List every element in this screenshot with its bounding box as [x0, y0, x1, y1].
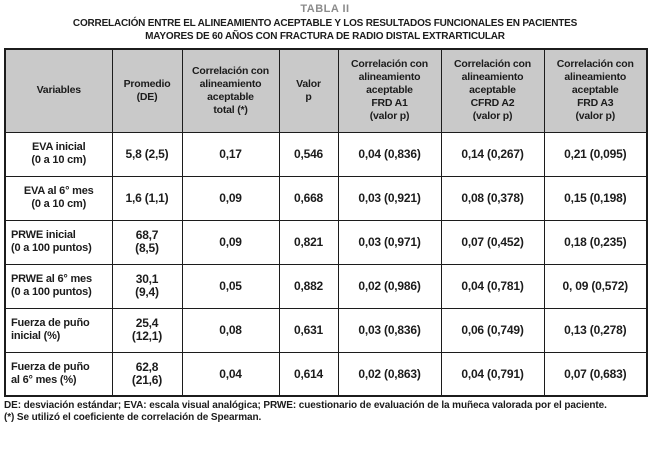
cell-promedio: 1,6 (1,1) — [111, 175, 183, 221]
cell-cfrd-a2: 0,08 (0,378) — [440, 175, 545, 221]
cell-variable: PRWE al 6° mes (0 a 100 puntos) — [4, 263, 113, 309]
table-row: Fuerza de puño al 6° mes (%) 62,8 (21,6)… — [4, 351, 648, 397]
cell-valor-p: 0,546 — [278, 131, 339, 177]
cell-frd-a3: 0, 09 (0,572) — [543, 263, 648, 309]
table-title-line1: CORRELACIÓN ENTRE EL ALINEAMIENTO ACEPTA… — [72, 18, 578, 29]
col-header-frd-a3: Correlación con alineamiento aceptable F… — [543, 48, 648, 133]
table-row: EVA inicial (0 a 10 cm) 5,8 (2,5) 0,17 0… — [4, 131, 648, 177]
cell-variable: EVA inicial (0 a 10 cm) — [4, 131, 113, 177]
cell-correlacion-total: 0,17 — [181, 131, 280, 177]
cell-correlacion-total: 0,09 — [181, 219, 280, 265]
table-title-line2: MAYORES DE 60 AÑOS CON FRACTURA DE RADIO… — [145, 31, 505, 42]
table-row: Fuerza de puño inicial (%) 25,4 (12,1) 0… — [4, 307, 648, 353]
cell-frd-a3: 0,21 (0,095) — [543, 131, 648, 177]
cell-correlacion-total: 0,09 — [181, 175, 280, 221]
cell-correlacion-total: 0,04 — [181, 351, 280, 397]
cell-valor-p: 0,614 — [278, 351, 339, 397]
cell-variable: PRWE inicial (0 a 100 puntos) — [4, 219, 113, 265]
cell-promedio: 25,4 (12,1) — [111, 307, 183, 353]
cell-valor-p: 0,668 — [278, 175, 339, 221]
cell-variable: Fuerza de puño inicial (%) — [4, 307, 113, 353]
col-header-promedio: Promedio (DE) — [111, 48, 183, 133]
footnote-spearman: (*) Se utilizó el coeficiente de correla… — [4, 412, 262, 423]
cell-correlacion-total: 0,05 — [181, 263, 280, 309]
table-row: EVA al 6° mes (0 a 10 cm) 1,6 (1,1) 0,09… — [4, 175, 648, 221]
col-header-correlacion-total: Correlación con alineamiento aceptable t… — [181, 48, 280, 133]
cell-frd-a1: 0,03 (0,836) — [337, 307, 442, 353]
cell-cfrd-a2: 0,07 (0,452) — [440, 219, 545, 265]
table-number-label: TABLA II — [300, 3, 350, 15]
cell-valor-p: 0,821 — [278, 219, 339, 265]
table-row: PRWE inicial (0 a 100 puntos) 68,7 (8,5)… — [4, 219, 648, 265]
cell-variable: EVA al 6° mes (0 a 10 cm) — [4, 175, 113, 221]
cell-frd-a3: 0,13 (0,278) — [543, 307, 648, 353]
cell-cfrd-a2: 0,04 (0,781) — [440, 263, 545, 309]
cell-frd-a3: 0,15 (0,198) — [543, 175, 648, 221]
footnotes: DE: desviación estándar; EVA: escala vis… — [4, 400, 636, 424]
cell-cfrd-a2: 0,14 (0,267) — [440, 131, 545, 177]
table-caption: TABLA II CORRELACIÓN ENTRE EL ALINEAMIEN… — [0, 0, 650, 43]
cell-valor-p: 0,631 — [278, 307, 339, 353]
header-row: Variables Promedio (DE) Correlación con … — [4, 48, 648, 133]
col-header-variables: Variables — [4, 48, 113, 133]
table-title: CORRELACIÓN ENTRE EL ALINEAMIENTO ACEPTA… — [0, 17, 650, 43]
cell-frd-a1: 0,03 (0,921) — [337, 175, 442, 221]
cell-promedio: 68,7 (8,5) — [111, 219, 183, 265]
cell-valor-p: 0,882 — [278, 263, 339, 309]
cell-variable: Fuerza de puño al 6° mes (%) — [4, 351, 113, 397]
cell-frd-a1: 0,02 (0,863) — [337, 351, 442, 397]
col-header-frd-a1: Correlación con alineamiento aceptable F… — [337, 48, 442, 133]
cell-frd-a1: 0,02 (0,986) — [337, 263, 442, 309]
cell-promedio: 30,1 (9,4) — [111, 263, 183, 309]
cell-promedio: 62,8 (21,6) — [111, 351, 183, 397]
correlation-table: Variables Promedio (DE) Correlación con … — [4, 48, 648, 397]
cell-frd-a3: 0,18 (0,235) — [543, 219, 648, 265]
cell-frd-a3: 0,07 (0,683) — [543, 351, 648, 397]
cell-promedio: 5,8 (2,5) — [111, 131, 183, 177]
col-header-valor-p: Valor p — [278, 48, 339, 133]
cell-cfrd-a2: 0,04 (0,791) — [440, 351, 545, 397]
cell-frd-a1: 0,03 (0,971) — [337, 219, 442, 265]
col-header-cfrd-a2: Correlación con alineamiento aceptable C… — [440, 48, 545, 133]
cell-frd-a1: 0,04 (0,836) — [337, 131, 442, 177]
table-row: PRWE al 6° mes (0 a 100 puntos) 30,1 (9,… — [4, 263, 648, 309]
cell-cfrd-a2: 0,06 (0,749) — [440, 307, 545, 353]
cell-correlacion-total: 0,08 — [181, 307, 280, 353]
footnote-abbreviations: DE: desviación estándar; EVA: escala vis… — [4, 400, 607, 411]
